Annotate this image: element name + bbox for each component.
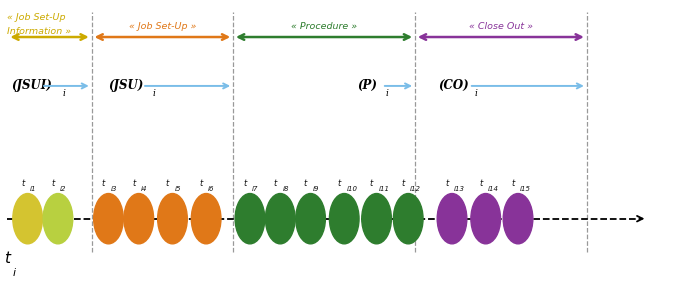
Text: « Job Set-Up »: « Job Set-Up » (129, 22, 196, 31)
Text: i6: i6 (208, 186, 215, 192)
Text: i11: i11 (379, 186, 389, 192)
Ellipse shape (394, 193, 423, 244)
Text: i12: i12 (410, 186, 421, 192)
Ellipse shape (158, 193, 187, 244)
Text: t: t (479, 179, 483, 188)
Text: t: t (21, 179, 24, 188)
Text: t: t (102, 179, 105, 188)
Text: i: i (63, 89, 65, 98)
Text: i15: i15 (520, 186, 531, 192)
Text: t: t (446, 179, 449, 188)
Text: Information »: Information » (7, 27, 72, 36)
Text: i: i (385, 89, 388, 98)
Text: i8: i8 (282, 186, 289, 192)
Text: (JSU): (JSU) (109, 78, 144, 92)
Ellipse shape (191, 193, 221, 244)
Text: t: t (370, 179, 373, 188)
Text: i5: i5 (174, 186, 181, 192)
Text: $t$: $t$ (4, 250, 13, 266)
Text: « Close Out »: « Close Out » (468, 22, 533, 31)
Text: t: t (402, 179, 405, 188)
Text: (CO): (CO) (439, 78, 469, 92)
Text: i10: i10 (346, 186, 357, 192)
Text: (JSUI): (JSUI) (11, 78, 51, 92)
Text: « Job Set-Up: « Job Set-Up (7, 13, 66, 22)
Text: i13: i13 (454, 186, 465, 192)
Text: i1: i1 (30, 186, 36, 192)
Text: t: t (273, 179, 277, 188)
Text: t: t (304, 179, 307, 188)
Text: i9: i9 (313, 186, 319, 192)
Text: t: t (132, 179, 136, 188)
Ellipse shape (437, 193, 467, 244)
Ellipse shape (296, 193, 325, 244)
Ellipse shape (124, 193, 154, 244)
Text: i14: i14 (488, 186, 499, 192)
Text: t: t (243, 179, 246, 188)
Text: t: t (166, 179, 169, 188)
Text: i3: i3 (111, 186, 117, 192)
Ellipse shape (362, 193, 391, 244)
Ellipse shape (329, 193, 359, 244)
Ellipse shape (94, 193, 124, 244)
Text: i: i (475, 89, 477, 98)
Text: i2: i2 (60, 186, 66, 192)
Ellipse shape (503, 193, 533, 244)
Text: « Procedure »: « Procedure » (291, 22, 357, 31)
Text: t: t (51, 179, 55, 188)
Text: t: t (200, 179, 202, 188)
Text: i7: i7 (252, 186, 259, 192)
Text: t: t (338, 179, 341, 188)
Ellipse shape (43, 193, 73, 244)
Text: i: i (153, 89, 155, 98)
Text: t: t (512, 179, 514, 188)
Text: (P): (P) (358, 78, 377, 92)
Ellipse shape (13, 193, 43, 244)
Ellipse shape (471, 193, 501, 244)
Ellipse shape (235, 193, 265, 244)
Text: $i$: $i$ (12, 266, 17, 278)
Ellipse shape (265, 193, 295, 244)
Text: i4: i4 (141, 186, 147, 192)
